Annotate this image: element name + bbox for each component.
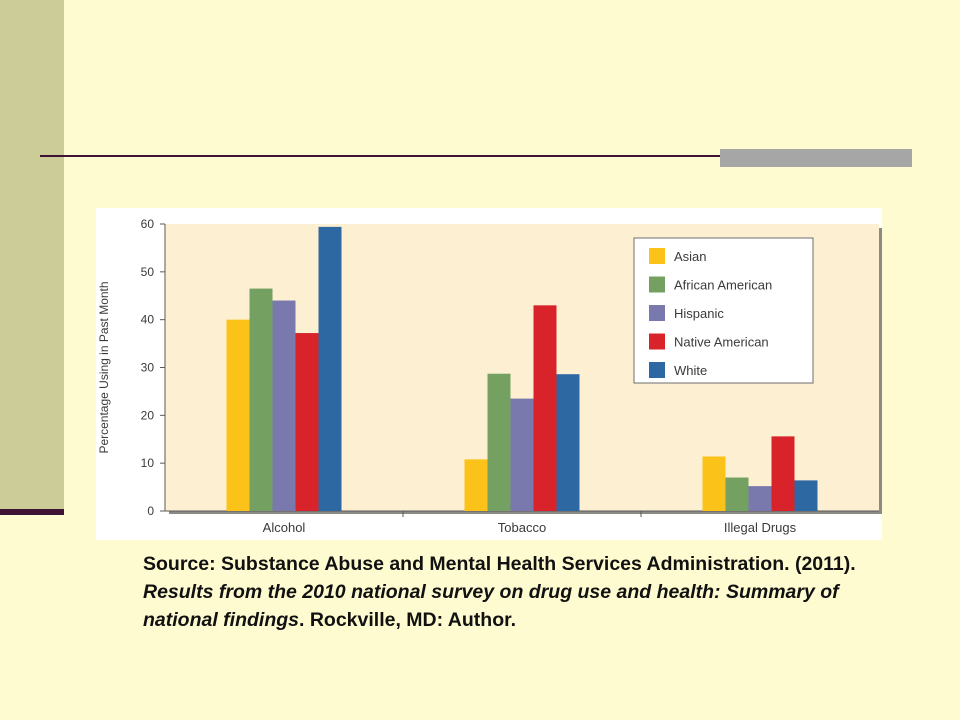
legend-label: Hispanic [674,306,724,321]
y-tick-label: 0 [147,504,154,518]
bar-alcohol-asian [226,319,250,511]
bar-tobacco-hispanic [510,398,534,511]
y-axis-title: Percentage Using in Past Month [97,281,111,453]
y-tick-label: 40 [141,313,155,327]
bar-tobacco-native-american [533,305,557,511]
bar-tobacco-white [556,374,580,511]
legend-label: White [674,363,707,378]
y-tick-label: 20 [141,408,155,422]
bar-illegal-drugs-white [794,480,818,511]
legend-swatch [649,276,665,293]
bar-alcohol-african-american [249,288,273,511]
legend-label: African American [674,278,772,293]
source-citation-title: Results from the 2010 national survey on… [143,581,839,631]
legend-swatch [649,362,665,378]
bar-illegal-drugs-native-american [771,436,795,511]
bar-tobacco-african-american [487,373,511,511]
title-divider-accent [720,149,912,167]
source-citation-text: Source: Substance Abuse and Mental Healt… [143,553,856,575]
side-decoration-bar [0,0,64,512]
side-decoration-underline [0,509,64,515]
bar-alcohol-white [318,226,342,511]
legend-label: Native American [674,335,769,350]
legend-swatch [649,333,665,350]
source-citation: Source: Substance Abuse and Mental Healt… [143,550,863,634]
legend-swatch [649,248,665,264]
bar-chart-figure: 0 10 20 30 40 50 60 Percentage Using in Past Mo… [96,208,882,540]
y-tick-label: 60 [141,217,155,231]
y-tick-label: 10 [141,456,155,470]
bar-alcohol-hispanic [272,300,296,511]
bar-illegal-drugs-asian [702,456,726,511]
legend-swatch [649,305,665,321]
bar-illegal-drugs-hispanic [748,486,772,511]
title-divider-line [40,155,912,157]
y-tick-label: 50 [141,265,155,279]
x-category-label: Alcohol [263,520,306,535]
bar-tobacco-asian [464,459,488,511]
bar-chart: 0 10 20 30 40 50 60 Percentage Using in Past Mo… [97,217,882,535]
source-citation-publisher: . Rockville, MD: Author. [299,609,517,631]
x-category-label: Illegal Drugs [724,520,797,535]
bar-alcohol-native-american [295,333,319,511]
legend-label: Asian [674,249,707,264]
bar-illegal-drugs-african-american [725,477,749,511]
y-tick-label: 30 [141,361,155,375]
x-category-label: Tobacco [498,520,546,535]
